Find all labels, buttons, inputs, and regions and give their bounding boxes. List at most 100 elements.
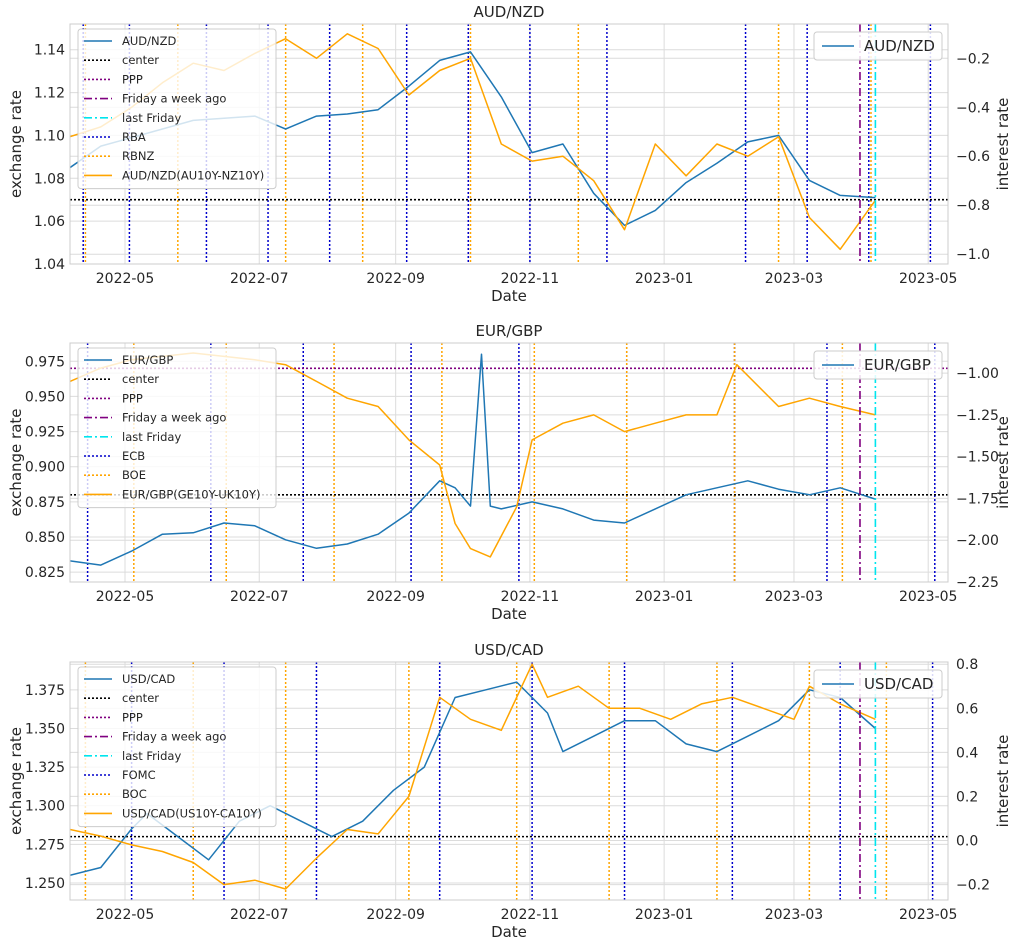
legend-label: last Friday — [122, 430, 181, 444]
legend-label: BOE — [122, 468, 146, 482]
legend-label: EUR/GBP(GE10Y-UK10Y) — [122, 487, 261, 501]
legend-label: Friday a week ago — [122, 730, 226, 744]
legend-box — [813, 350, 943, 380]
x-tick-label: 2022-05 — [96, 589, 155, 605]
series-line — [70, 663, 876, 890]
x-tick-label: 2023-03 — [765, 907, 824, 923]
y2-tick-label: −1.25 — [956, 408, 999, 424]
y2-axis-label: interest rate — [994, 98, 1012, 191]
legend-label: BOC — [122, 787, 147, 801]
x-tick-label: 2022-09 — [366, 907, 425, 923]
legend-label: last Friday — [122, 749, 181, 763]
legend-left: USD/CAD center PPP Friday a week ago last Fr… — [77, 666, 277, 828]
y2-tick-label: 0.6 — [956, 701, 978, 717]
chart-panel-2: 2022-05 2022-07 2022-09 2022-11 2023-01 2023-… — [7, 322, 1012, 623]
x-tick-label: 2023-01 — [635, 589, 694, 605]
y2-tick-label: −0.4 — [956, 100, 990, 116]
y2-tick-label: 0.4 — [956, 745, 978, 761]
x-tick-label: 2023-03 — [765, 271, 824, 287]
x-tick-label: 2022-07 — [230, 589, 289, 605]
y-tick-label: 0.975 — [25, 354, 65, 370]
chart-panel-3: 2022-05 2022-07 2022-09 2022-11 2023-01 2023-… — [7, 641, 1012, 941]
legend-right: AUD/NZD — [813, 31, 943, 61]
legend-label: PPP — [122, 710, 143, 724]
legend-label: USD/CAD(US10Y-CA10Y) — [122, 806, 262, 820]
legend-label: Friday a week ago — [122, 92, 226, 106]
legend-label: center — [122, 53, 159, 67]
legend-label: USD/CAD — [864, 675, 933, 693]
y-axis-label: exchange rate — [7, 408, 25, 516]
legend-box — [77, 347, 277, 509]
x-tick-label: 2022-05 — [96, 907, 155, 923]
legend-left: EUR/GBP center PPP Friday a week ago last Fr… — [77, 347, 277, 509]
legend-label: center — [122, 691, 159, 705]
chart-panel-1: 2022-05 2022-07 2022-09 2022-11 2023-01 2023-… — [7, 3, 1012, 305]
legend-box — [813, 669, 943, 699]
y2-tick-label: −2.00 — [956, 533, 999, 549]
plot-frame — [69, 661, 949, 901]
series-line — [70, 353, 876, 566]
x-tick-label: 2022-11 — [501, 589, 560, 605]
y2-tick-label: −0.2 — [956, 878, 990, 894]
legend-label: AUD/NZD(AU10Y-NZ10Y) — [122, 168, 264, 182]
y-tick-label: 1.14 — [34, 43, 65, 59]
x-tick-label: 2022-09 — [366, 589, 425, 605]
y2-tick-label: −1.0 — [956, 247, 990, 263]
x-tick-label: 2022-07 — [230, 907, 289, 923]
legend-label: last Friday — [122, 111, 181, 125]
y-axis-label: exchange rate — [7, 727, 25, 835]
x-axis-label: Date — [491, 923, 527, 941]
legend-right: EUR/GBP — [813, 350, 943, 380]
y-tick-label: 1.250 — [25, 876, 65, 892]
chart-title: AUD/NZD — [474, 3, 545, 21]
y2-tick-label: −2.25 — [956, 575, 999, 591]
x-tick-label: 2022-11 — [501, 907, 560, 923]
y2-tick-label: −0.8 — [956, 198, 990, 214]
y2-axis-label: interest rate — [994, 735, 1012, 828]
legend-label: FOMC — [122, 768, 156, 782]
x-tick-label: 2023-01 — [635, 907, 694, 923]
legend-label: PPP — [122, 72, 143, 86]
legend-label: AUD/NZD — [122, 34, 176, 48]
plot-area — [70, 662, 948, 900]
y-tick-label: 1.04 — [34, 257, 65, 273]
y2-tick-label: −0.2 — [956, 51, 990, 67]
x-tick-label: 2023-05 — [899, 907, 958, 923]
plot-frame — [69, 23, 949, 265]
x-tick-label: 2023-01 — [635, 271, 694, 287]
plot-frame — [69, 342, 949, 583]
y-tick-label: 1.325 — [25, 760, 65, 776]
x-tick-label: 2023-05 — [899, 589, 958, 605]
legend-label: EUR/GBP — [122, 353, 173, 367]
x-tick-label: 2022-11 — [501, 271, 560, 287]
legend-box — [77, 28, 277, 190]
y-tick-label: 0.850 — [25, 530, 65, 546]
y2-tick-label: 0.0 — [956, 834, 978, 850]
y2-axis-label: interest rate — [994, 416, 1012, 509]
chart-title: EUR/GBP — [476, 322, 543, 340]
y-tick-label: 1.350 — [25, 721, 65, 737]
y-tick-label: 1.12 — [34, 86, 65, 102]
y2-tick-label: −1.50 — [956, 450, 999, 466]
legend-box — [813, 31, 943, 61]
series-line — [70, 681, 876, 877]
y-tick-label: 1.10 — [34, 128, 65, 144]
legend-label: RBNZ — [122, 149, 154, 163]
legend-label: Friday a week ago — [122, 411, 226, 425]
legend-left: AUD/NZD center PPP Friday a week ago last Fr… — [77, 28, 277, 190]
y-tick-label: 0.925 — [25, 425, 65, 441]
y-tick-label: 0.825 — [25, 565, 65, 581]
y2-tick-label: 0.2 — [956, 789, 978, 805]
x-axis-label: Date — [491, 287, 527, 305]
x-tick-label: 2022-07 — [230, 271, 289, 287]
y-axis-label: exchange rate — [7, 90, 25, 198]
x-tick-label: 2023-05 — [899, 271, 958, 287]
x-tick-label: 2023-03 — [765, 589, 824, 605]
y-tick-label: 1.300 — [25, 799, 65, 815]
x-tick-label: 2022-09 — [366, 271, 425, 287]
chart-title: USD/CAD — [474, 641, 543, 659]
y-tick-label: 0.950 — [25, 389, 65, 405]
y-tick-label: 1.275 — [25, 837, 65, 853]
y-tick-label: 1.06 — [34, 214, 65, 230]
